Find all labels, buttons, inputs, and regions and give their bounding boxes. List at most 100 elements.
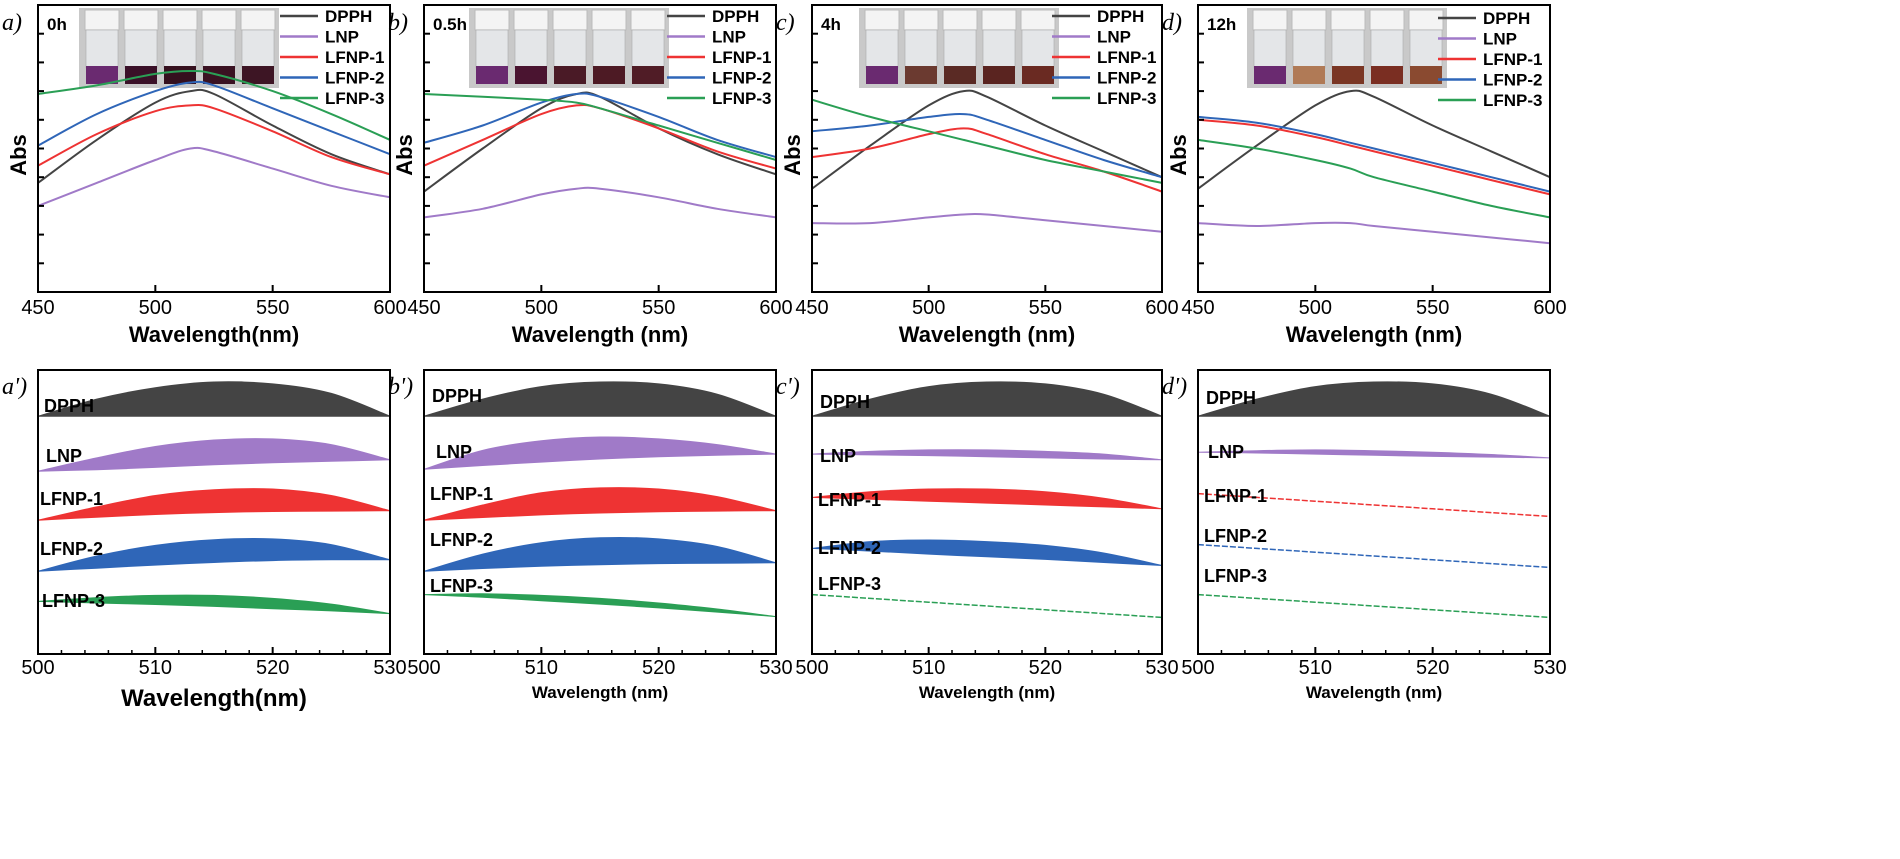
legend-label: LFNP-3 xyxy=(712,89,772,108)
series-line-lfnp-1 xyxy=(1197,118,1551,196)
vial-liquid xyxy=(1022,66,1054,84)
x-tick-label: 520 xyxy=(256,657,289,679)
vial-glass xyxy=(904,29,938,69)
x-tick-label: 530 xyxy=(1533,657,1566,679)
vial-cap xyxy=(162,9,198,31)
x-tick-label: 600 xyxy=(373,297,406,319)
y-axis-title: Abs xyxy=(392,134,417,176)
x-tick-label: 600 xyxy=(1145,297,1178,319)
series-line-lfnp-2 xyxy=(811,112,1163,179)
panel-label: c) xyxy=(776,10,795,36)
vial-glass xyxy=(514,29,548,69)
vial-liquid xyxy=(242,66,274,84)
band-label: DPPH xyxy=(432,386,482,406)
x-tick-label: 500 xyxy=(407,657,440,679)
x-tick-label: 520 xyxy=(1416,657,1449,679)
vial-liquid xyxy=(1293,66,1325,84)
series-line-lnp xyxy=(423,186,777,219)
band-lnp xyxy=(1197,449,1551,459)
uv-panel-4: 450 500 550 600 Wavelength (nm) Abs d) 12h DPPH L… xyxy=(1162,4,1567,347)
panel-label: b') xyxy=(388,374,413,400)
vial-glass xyxy=(1292,29,1326,69)
vial-glass xyxy=(202,29,236,69)
legend-label: LFNP-3 xyxy=(325,89,385,108)
plot-frame xyxy=(423,369,777,655)
band-panel-3: DPPH LNP LFNP-1 LFNP-2 LFNP-3 500 510 520 530 Wav… xyxy=(776,369,1179,702)
vial-glass xyxy=(163,29,197,69)
x-tick-label: 550 xyxy=(1416,297,1449,319)
vial-cap xyxy=(1408,9,1444,31)
plot-frame xyxy=(37,369,391,655)
vial-glass xyxy=(982,29,1016,69)
series-line-lfnp-2 xyxy=(423,92,777,159)
band-label: LNP xyxy=(1208,442,1244,462)
x-tick-label: 550 xyxy=(256,297,289,319)
vial-liquid xyxy=(1254,66,1286,84)
band-label: LFNP-2 xyxy=(430,530,493,550)
vial-cap xyxy=(630,9,666,31)
vial-cap xyxy=(864,9,900,31)
panel-label: a') xyxy=(2,374,27,400)
panel-label: d') xyxy=(1162,374,1187,400)
vial-glass xyxy=(631,29,665,69)
x-axis-title: Wavelength(nm) xyxy=(121,685,307,712)
band-lfnp-2 xyxy=(1197,543,1551,569)
legend-label: DPPH xyxy=(1483,9,1530,28)
vial-glass xyxy=(553,29,587,69)
x-tick-label: 600 xyxy=(759,297,792,319)
band-label: LNP xyxy=(820,446,856,466)
x-axis-title: Wavelength (nm) xyxy=(919,683,1055,702)
uv-panel-2: 450 500 550 600 Wavelength (nm) Abs b) 0.5h DPPH… xyxy=(388,4,793,347)
vial-glass xyxy=(943,29,977,69)
legend-label: LNP xyxy=(325,28,359,47)
band-label: DPPH xyxy=(44,396,94,416)
x-axis-title: Wavelength (nm) xyxy=(899,322,1075,347)
vial-photo xyxy=(859,8,1059,88)
vial-glass xyxy=(1253,29,1287,69)
x-axis-title: Wavelength (nm) xyxy=(532,683,668,702)
panel-label: c') xyxy=(776,374,800,400)
series-line-lfnp-1 xyxy=(811,127,1163,193)
vial-cap xyxy=(1020,9,1056,31)
band-label: LNP xyxy=(46,446,82,466)
series-line-dpph xyxy=(37,88,391,184)
legend-label: LFNP-3 xyxy=(1483,91,1543,110)
series-line-lfnp-3 xyxy=(423,93,777,161)
legend-label: LFNP-2 xyxy=(325,69,385,88)
legend-label: LFNP-1 xyxy=(1483,50,1543,69)
band-label: LFNP-1 xyxy=(1204,486,1267,506)
band-lfnp-1 xyxy=(1197,492,1551,518)
vial-glass xyxy=(592,29,626,69)
time-label: 12h xyxy=(1207,15,1236,34)
legend-label: LFNP-2 xyxy=(712,69,772,88)
series-line-lfnp-3 xyxy=(811,98,1163,184)
band-label: LFNP-1 xyxy=(818,490,881,510)
vial-cap xyxy=(981,9,1017,31)
x-tick-label: 450 xyxy=(407,297,440,319)
vial-cap xyxy=(474,9,510,31)
uv-panel-3: 450 500 550 600 Wavelength (nm) Abs c) 4h DPPH LN… xyxy=(776,4,1179,347)
legend-label: LFNP-1 xyxy=(1097,48,1157,67)
band-label: LFNP-2 xyxy=(40,539,103,559)
vial-cap xyxy=(240,9,276,31)
vial-photo xyxy=(79,8,279,88)
x-tick-label: 500 xyxy=(912,297,945,319)
x-tick-label: 530 xyxy=(373,657,406,679)
vial-liquid xyxy=(593,66,625,84)
vial-cap xyxy=(1252,9,1288,31)
legend-label: LFNP-1 xyxy=(325,48,385,67)
band-lnp xyxy=(811,449,1163,461)
vial-glass xyxy=(475,29,509,69)
x-tick-label: 500 xyxy=(1181,657,1214,679)
vial-glass xyxy=(85,29,119,69)
vial-cap xyxy=(942,9,978,31)
band-panel-2: DPPH LNP LFNP-1 LFNP-2 LFNP-3 500 510 520 530 Wav… xyxy=(388,369,793,702)
legend-label: LFNP-2 xyxy=(1097,69,1157,88)
vial-liquid xyxy=(476,66,508,84)
vial-glass xyxy=(1370,29,1404,69)
vial-liquid xyxy=(86,66,118,84)
vial-liquid xyxy=(125,66,157,84)
x-axis-title: Wavelength (nm) xyxy=(1306,683,1442,702)
x-tick-label: 500 xyxy=(21,657,54,679)
series-line-lfnp-1 xyxy=(423,103,777,170)
